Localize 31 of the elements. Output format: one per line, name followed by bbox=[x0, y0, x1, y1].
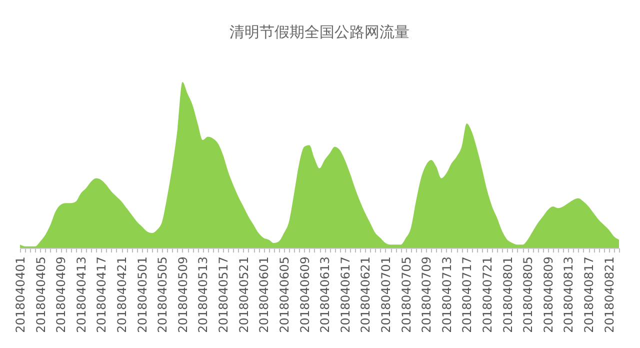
x-tick-label: 2018040601 bbox=[257, 256, 272, 333]
x-tick-label: 2018040713 bbox=[440, 256, 454, 333]
x-tick-label: 2018040509 bbox=[176, 256, 190, 333]
x-tick-label: 2018040609 bbox=[298, 256, 312, 333]
x-tick-label: 2018040721 bbox=[480, 256, 495, 333]
x-tick-label: 2018040821 bbox=[602, 256, 616, 333]
x-tick-label: 2018040621 bbox=[358, 256, 373, 333]
x-tick-label: 2018040413 bbox=[74, 256, 88, 333]
x-tick-label: 2018040401 bbox=[14, 256, 28, 333]
x-tick-label: 2018040421 bbox=[115, 256, 130, 333]
x-tick-label: 2018040613 bbox=[318, 256, 332, 333]
x-tick-label: 2018040717 bbox=[460, 256, 474, 333]
x-tick-label: 2018040513 bbox=[196, 256, 210, 333]
x-tick-label: 2018040605 bbox=[277, 256, 292, 333]
x-tick-label: 2018040701 bbox=[378, 256, 393, 333]
x-tick-label: 2018040805 bbox=[521, 256, 536, 333]
x-tick-label: 2018040521 bbox=[236, 256, 251, 333]
x-tick-label: 2018040709 bbox=[420, 256, 434, 333]
x-tick-label: 2018040809 bbox=[541, 256, 556, 333]
x-tick-label: 2018040817 bbox=[582, 256, 596, 333]
x-tick-label: 2018040409 bbox=[54, 256, 68, 333]
chart-title: 清明节假期全国公路网流量 bbox=[230, 23, 410, 41]
x-tick-label: 2018040813 bbox=[562, 256, 576, 333]
x-tick-label: 2018040417 bbox=[94, 256, 109, 333]
x-tick-label: 2018040505 bbox=[156, 256, 170, 333]
x-tick-label: 2018040405 bbox=[34, 256, 48, 333]
x-tick-label: 2018040801 bbox=[500, 256, 515, 333]
x-tick-label: 2018040517 bbox=[216, 256, 231, 333]
x-tick-label: 2018040501 bbox=[135, 256, 150, 333]
x-tick-label: 2018040705 bbox=[399, 256, 414, 333]
x-tick-label: 2018040617 bbox=[338, 256, 352, 333]
